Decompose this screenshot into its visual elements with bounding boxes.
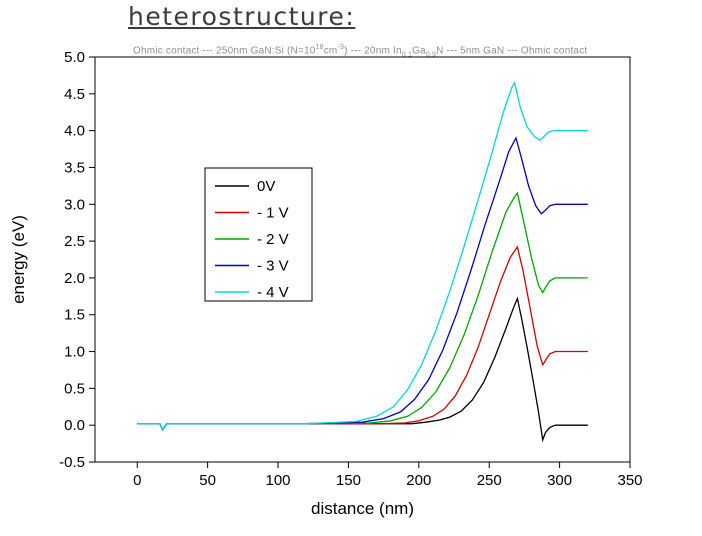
x-tick-label: 350 (617, 472, 642, 489)
subtitle-subscript: 0,9 (425, 51, 437, 59)
legend-label: 0V (257, 178, 275, 195)
chart-title: heterostructure: (128, 2, 356, 31)
series-line-0V (137, 296, 588, 443)
y-tick-label: 3.0 (64, 196, 85, 213)
series-line--4V (137, 81, 588, 431)
y-tick-label: 0.0 (64, 417, 85, 434)
subtitle-part: N --- 5nm GaN --- Ohmic contact (436, 45, 588, 57)
y-tick-label: 5.0 (64, 49, 85, 66)
x-tick-label: 50 (199, 472, 216, 489)
subtitle-subscript: 0,1 (401, 51, 413, 59)
subtitle-part: Ga (412, 45, 426, 57)
plot-frame (94, 56, 631, 463)
y-tick-label: 4.5 (64, 86, 85, 103)
x-tick-label: 150 (336, 472, 361, 489)
y-tick-label: 1.5 (64, 307, 85, 324)
x-tick-label: 0 (133, 472, 141, 489)
x-axis-label: distance (nm) (311, 499, 414, 518)
legend-label: - 2 V (257, 231, 289, 248)
subtitle-part: ) --- 20nm In (344, 45, 402, 57)
y-tick-label: 3.5 (64, 159, 85, 176)
legend-label: - 1 V (257, 205, 289, 222)
subtitle-superscript: 18 (315, 44, 324, 51)
y-tick-label: 0.5 (64, 380, 85, 397)
x-tick-label: 300 (547, 472, 572, 489)
x-tick-label: 200 (406, 472, 431, 489)
y-tick-label: 2.0 (64, 270, 85, 287)
legend-label: - 4 V (257, 284, 289, 301)
y-tick-label: -0.5 (59, 454, 85, 471)
subtitle-superscript: -3 (337, 44, 345, 51)
chart-subtitle: Ohmic contact --- 250nm GaN:Si (N=1018cm… (133, 44, 587, 58)
y-tick-label: 1.0 (64, 344, 85, 361)
y-tick-label: 2.5 (64, 233, 85, 250)
subtitle-part: Ohmic contact --- 250nm GaN:Si (N=10 (133, 45, 316, 57)
x-tick-label: 250 (477, 472, 502, 489)
legend-box (204, 167, 313, 302)
subtitle-part: cm (323, 45, 338, 57)
x-tick-label: 100 (266, 472, 291, 489)
y-tick-label: 4.0 (64, 123, 85, 140)
y-axis-label: energy (eV) (9, 215, 28, 304)
legend-label: - 3 V (257, 258, 289, 275)
